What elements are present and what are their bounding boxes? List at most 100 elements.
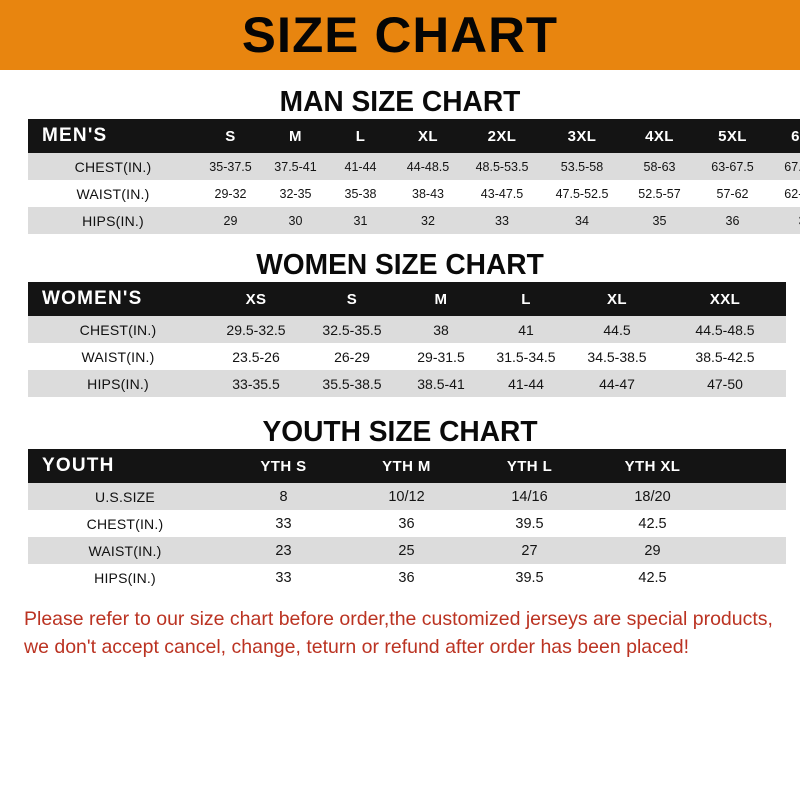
cell-hips-yth-m: 36 <box>345 564 468 591</box>
row-label-waist: WAIST(IN.) <box>28 180 198 207</box>
cell-waist-2xl: 43-47.5 <box>463 180 541 207</box>
cell-chest-xl: 44.5 <box>570 316 664 343</box>
header-size-xxl: XXL <box>664 282 786 316</box>
table-header-row: MEN'S S M L XL 2XL 3XL 4XL 5XL 6XL <box>28 119 800 153</box>
cell-waist-xl: 38-43 <box>393 180 463 207</box>
cell-hips-m: 38.5-41 <box>400 370 482 397</box>
size-chart-banner: SIZE CHART <box>0 0 800 70</box>
cell-waist-m: 29-31.5 <box>400 343 482 370</box>
header-size-yth-l: YTH L <box>468 449 591 483</box>
table-row: U.S.SIZE 8 10/12 14/16 18/20 <box>28 483 786 510</box>
cell-chest-6xl: 67.5-72 <box>769 153 800 180</box>
header-size-yth-m: YTH M <box>345 449 468 483</box>
cell-hips-l: 41-44 <box>482 370 570 397</box>
cell-chest-yth-m: 36 <box>345 510 468 537</box>
cell-waist-xl: 34.5-38.5 <box>570 343 664 370</box>
section-title-youth: YOUTH SIZE CHART <box>262 416 538 448</box>
header-size-l: L <box>328 119 393 153</box>
row-label-chest: CHEST(IN.) <box>28 316 208 343</box>
cell-hips-6xl: 37 <box>769 207 800 234</box>
header-size-s: S <box>304 282 400 316</box>
cell-hips-yth-s: 33 <box>222 564 345 591</box>
cell-waist-s: 26-29 <box>304 343 400 370</box>
header-size-yth-xl: YTH XL <box>591 449 714 483</box>
cell-waist-l: 31.5-34.5 <box>482 343 570 370</box>
cell-waist-m: 32-35 <box>263 180 328 207</box>
cell-chest-yth-xl: 42.5 <box>591 510 714 537</box>
cell-chest-l: 41-44 <box>328 153 393 180</box>
youth-size-table-wrap: YOUTH YTH S YTH M YTH L YTH XL U.S.SIZE … <box>28 449 786 591</box>
header-size-s: S <box>198 119 263 153</box>
header-spacer <box>714 449 786 483</box>
row-label-chest: CHEST(IN.) <box>28 153 198 180</box>
header-size-xl: XL <box>570 282 664 316</box>
header-row-label: WOMEN'S <box>28 282 208 316</box>
cell-waist-yth-s: 23 <box>222 537 345 564</box>
cell-waist-s: 29-32 <box>198 180 263 207</box>
header-size-2xl: 2XL <box>463 119 541 153</box>
page-title: SIZE CHART <box>241 7 559 63</box>
cell-hips-m: 30 <box>263 207 328 234</box>
section-title-man: MAN SIZE CHART <box>279 86 521 118</box>
table-row: CHEST(IN.) 33 36 39.5 42.5 <box>28 510 786 537</box>
order-policy-note: Please refer to our size chart before or… <box>24 605 776 662</box>
man-size-table: MEN'S S M L XL 2XL 3XL 4XL 5XL 6XL CHEST… <box>28 119 800 234</box>
cell-chest-xxl: 44.5-48.5 <box>664 316 786 343</box>
cell-hips-3xl: 34 <box>541 207 623 234</box>
cell-chest-m: 37.5-41 <box>263 153 328 180</box>
cell-chest-2xl: 48.5-53.5 <box>463 153 541 180</box>
cell-waist-6xl: 62-66.5 <box>769 180 800 207</box>
row-label-chest: CHEST(IN.) <box>28 510 222 537</box>
cell-waist-4xl: 52.5-57 <box>623 180 696 207</box>
table-row: WAIST(IN.) 23.5-26 26-29 29-31.5 31.5-34… <box>28 343 786 370</box>
cell-chest-m: 38 <box>400 316 482 343</box>
header-size-xl: XL <box>393 119 463 153</box>
women-size-table: WOMEN'S XS S M L XL XXL CHEST(IN.) 29.5-… <box>28 282 786 397</box>
note-line-2: we don't accept cancel, change, teturn o… <box>24 636 689 659</box>
table-header-row: YOUTH YTH S YTH M YTH L YTH XL <box>28 449 786 483</box>
row-label-hips: HIPS(IN.) <box>28 564 222 591</box>
cell-waist-3xl: 47.5-52.5 <box>541 180 623 207</box>
cell-hips-yth-xl: 42.5 <box>591 564 714 591</box>
cell-spacer <box>714 483 786 510</box>
row-label-waist: WAIST(IN.) <box>28 343 208 370</box>
header-size-m: M <box>263 119 328 153</box>
cell-waist-xs: 23.5-26 <box>208 343 304 370</box>
cell-chest-l: 41 <box>482 316 570 343</box>
row-label-waist: WAIST(IN.) <box>28 537 222 564</box>
header-size-6xl: 6XL <box>769 119 800 153</box>
man-size-table-wrap: MEN'S S M L XL 2XL 3XL 4XL 5XL 6XL CHEST… <box>28 119 800 234</box>
cell-us-size-yth-m: 10/12 <box>345 483 468 510</box>
cell-hips-yth-l: 39.5 <box>468 564 591 591</box>
row-label-us-size: U.S.SIZE <box>28 483 222 510</box>
cell-chest-4xl: 58-63 <box>623 153 696 180</box>
cell-hips-s: 29 <box>198 207 263 234</box>
table-row: WAIST(IN.) 29-32 32-35 35-38 38-43 43-47… <box>28 180 800 207</box>
note-line-1: Please refer to our size chart before or… <box>24 608 773 630</box>
header-size-3xl: 3XL <box>541 119 623 153</box>
cell-hips-xs: 33-35.5 <box>208 370 304 397</box>
header-size-l: L <box>482 282 570 316</box>
cell-chest-s: 32.5-35.5 <box>304 316 400 343</box>
cell-hips-2xl: 33 <box>463 207 541 234</box>
size-chart-body: MAN SIZE CHART MEN'S S M L XL 2XL 3XL 4X… <box>0 86 800 662</box>
cell-us-size-yth-l: 14/16 <box>468 483 591 510</box>
cell-chest-xl: 44-48.5 <box>393 153 463 180</box>
cell-waist-5xl: 57-62 <box>696 180 769 207</box>
cell-waist-yth-m: 25 <box>345 537 468 564</box>
cell-chest-yth-l: 39.5 <box>468 510 591 537</box>
section-title-women: WOMEN SIZE CHART <box>256 249 544 281</box>
cell-chest-xs: 29.5-32.5 <box>208 316 304 343</box>
cell-waist-yth-l: 27 <box>468 537 591 564</box>
cell-hips-xl: 44-47 <box>570 370 664 397</box>
header-row-label: MEN'S <box>28 119 198 153</box>
cell-us-size-yth-xl: 18/20 <box>591 483 714 510</box>
youth-size-table: YOUTH YTH S YTH M YTH L YTH XL U.S.SIZE … <box>28 449 786 591</box>
header-size-5xl: 5XL <box>696 119 769 153</box>
cell-spacer <box>714 510 786 537</box>
table-row: HIPS(IN.) 33 36 39.5 42.5 <box>28 564 786 591</box>
row-label-hips: HIPS(IN.) <box>28 207 198 234</box>
cell-chest-s: 35-37.5 <box>198 153 263 180</box>
cell-chest-5xl: 63-67.5 <box>696 153 769 180</box>
cell-us-size-yth-s: 8 <box>222 483 345 510</box>
